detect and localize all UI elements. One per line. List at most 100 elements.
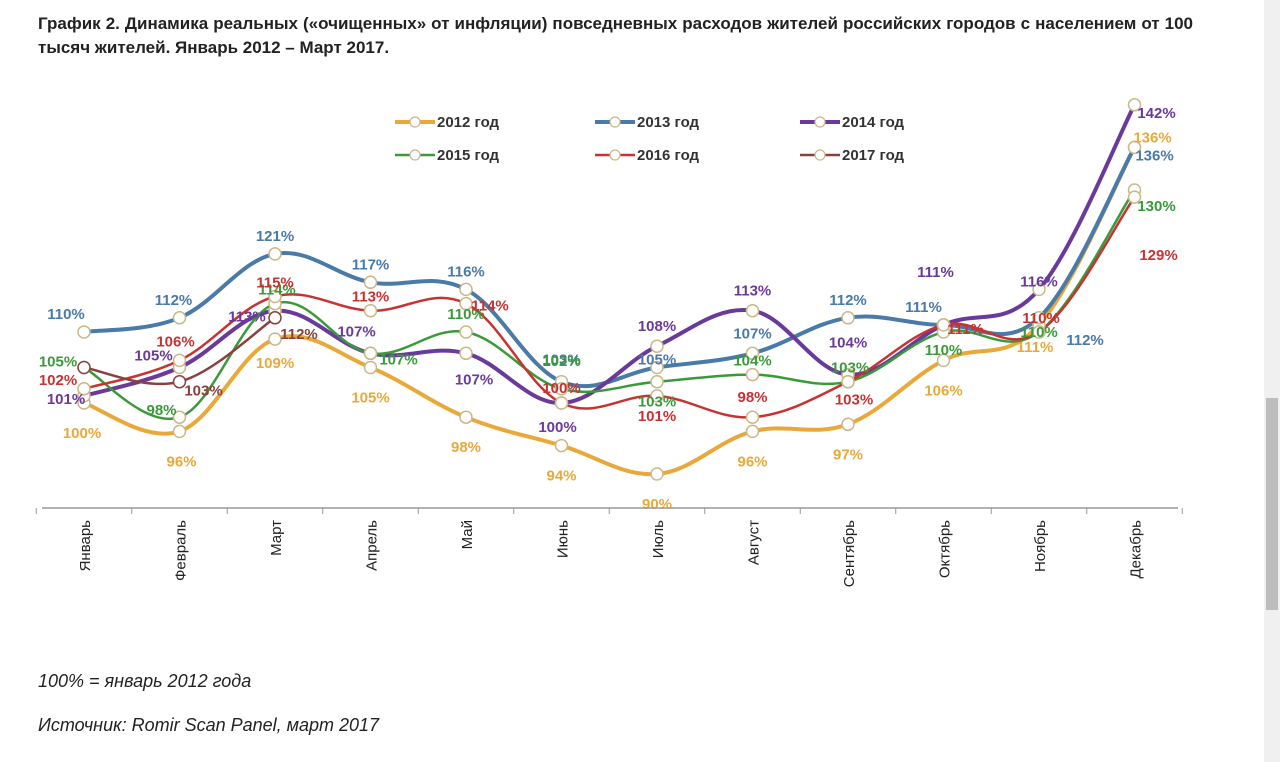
data-point-2015-год [459, 325, 473, 339]
data-label-2016-год: 100% [542, 380, 580, 397]
legend-marker [609, 149, 621, 161]
data-label-2015-год: 105% [39, 354, 77, 371]
data-point-2012-год [650, 467, 664, 481]
data-point-2012-год [841, 417, 855, 432]
x-tick-label: Февраль [173, 520, 190, 581]
legend-label: 2012 год [437, 114, 500, 131]
data-label-2014-год: 101% [47, 391, 85, 408]
data-label-2016-год: 113% [352, 289, 390, 306]
data-point-2012-год [554, 438, 569, 453]
scrollbar-thumb[interactable] [1266, 398, 1278, 610]
data-point-2015-год [554, 382, 569, 396]
data-label-2013-год: 117% [352, 256, 390, 273]
data-point-2016-год [77, 382, 91, 396]
x-tick-label: Декабрь [1128, 520, 1145, 579]
data-label-2012-год: 96% [737, 453, 767, 470]
series-markers [77, 98, 1142, 481]
x-tick-label: Апрель [364, 520, 381, 571]
data-label-2013-год: 110% [47, 306, 85, 323]
data-point-2015-год [650, 374, 664, 389]
data-label-2013-год: 121% [256, 228, 294, 245]
data-label-2012-год: 94% [546, 468, 576, 485]
line-chart: 2012 год 2013 год 2014 год 2015 год 2016 год… [35, 98, 1183, 587]
data-point-2017-год [77, 360, 91, 375]
legend-item-2014-год: 2014 год [800, 114, 905, 131]
data-label-2014-год: 107% [455, 371, 493, 388]
data-label-2016-год: 98% [737, 389, 767, 406]
legend-label: 2014 год [842, 114, 905, 131]
data-label-2016-год: 103% [835, 392, 873, 409]
legend-item-2013-год: 2013 год [595, 114, 700, 131]
data-point-2014-год [1127, 98, 1142, 112]
series-line-2014-год [82, 102, 1137, 406]
data-label-2015-год: 104% [733, 353, 771, 370]
data-label-2016-год: 111% [947, 321, 984, 338]
data-point-2017-год [172, 374, 187, 389]
x-tick-label: Ноябрь [1032, 520, 1049, 572]
data-point-2016-год [1032, 325, 1046, 339]
data-label-2013-год: 105% [638, 352, 676, 369]
data-label-2015-год: 107% [379, 351, 417, 368]
data-point-2013-год [77, 325, 91, 339]
data-point-2016-год [172, 353, 187, 368]
data-label-2012-год: 136% [1133, 129, 1171, 146]
data-label-2012-год: 109% [256, 355, 294, 372]
data-label-2012-год: 90% [642, 496, 672, 513]
data-point-2013-год [268, 247, 282, 261]
data-label-2012-год: 105% [351, 390, 389, 407]
data-point-2013-год [650, 360, 664, 375]
data-label-2012-год: 98% [451, 439, 481, 456]
data-label-2014-год: 116% [1020, 273, 1058, 290]
data-label-2017-год: 112% [280, 326, 318, 343]
legend-marker [409, 116, 421, 128]
data-label-2012-год: 106% [924, 382, 962, 399]
legend-marker [409, 149, 421, 161]
x-tick-label: Март [268, 520, 285, 556]
legend-item-2017-год: 2017 год [800, 147, 905, 164]
data-point-2013-год [1127, 140, 1142, 155]
data-label-2012-год: 111% [1017, 339, 1054, 356]
data-point-2013-год [745, 346, 760, 361]
legend-label: 2017 год [842, 147, 905, 164]
data-label-2013-год: 111% [905, 299, 942, 316]
data-point-2015-год [172, 410, 187, 424]
data-label-2016-год: 110% [1022, 310, 1060, 327]
x-tick-label: Июль [650, 520, 667, 558]
data-label-2016-год: 129% [1139, 247, 1177, 264]
data-label-2013-год: 136% [1135, 147, 1173, 164]
x-tick-label: Октябрь [937, 520, 954, 578]
source-note: Источник: Romir Scan Panel, март 2017 [38, 715, 380, 735]
legend-label: 2013 год [637, 114, 700, 131]
data-point-2014-год [650, 339, 664, 353]
data-label-2012-год: 96% [166, 453, 196, 470]
legend-marker [814, 149, 826, 161]
data-label-2013-год: 103% [542, 352, 580, 369]
data-label-2016-год: 102% [39, 372, 77, 389]
legend: 2012 год 2013 год 2014 год 2015 год 2016 год… [395, 114, 905, 164]
data-point-2015-год [745, 367, 760, 382]
data-label-2016-год: 101% [638, 408, 676, 425]
x-tick-label: Сентябрь [841, 520, 858, 587]
data-point-2016-год [1127, 190, 1142, 204]
data-label-2016-год: 106% [156, 333, 194, 350]
data-point-2013-год [1032, 311, 1046, 325]
legend-item-2015-год: 2015 год [395, 147, 500, 164]
data-label-2015-год: 103% [638, 394, 676, 411]
data-label-2014-год: 108% [638, 318, 676, 335]
data-label-2014-год: 107% [337, 323, 375, 340]
x-tick-label: Май [459, 520, 476, 549]
data-label-2017-год: 103% [184, 383, 222, 400]
x-tick-label: Январь [77, 520, 94, 572]
vertical-scrollbar[interactable] [1264, 0, 1280, 762]
data-labels: 100% 96% 109% 105% 98% 94% 90% 96% 97% 106% 111% 13… [39, 105, 1178, 513]
data-label-2015-год: 98% [146, 402, 176, 419]
data-point-2014-год [1032, 282, 1046, 297]
legend-label: 2015 год [437, 147, 500, 164]
data-label-2015-год: 130% [1137, 198, 1175, 215]
data-label-2014-год: 142% [1137, 105, 1175, 122]
data-point-2016-год [459, 296, 473, 311]
legend-marker [609, 116, 621, 128]
data-point-2012-год [745, 424, 760, 439]
data-label-2015-год: 103% [831, 360, 869, 377]
data-label-2016-год: 114% [471, 298, 509, 315]
